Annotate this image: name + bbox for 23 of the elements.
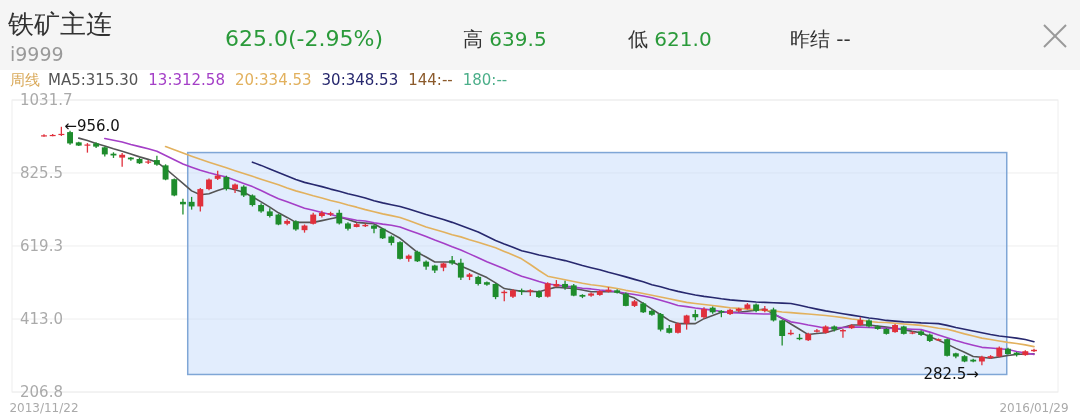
line-series xyxy=(251,161,1035,343)
x-tick-label: 2016/01/29 xyxy=(999,401,1069,415)
text: 低 621.0 xyxy=(628,27,712,51)
text: 30:348.53 xyxy=(321,71,399,89)
y-tick-label: 206.8 xyxy=(20,383,63,401)
y-tick-label: 619.3 xyxy=(20,236,63,255)
chart-subtitle: i9999 xyxy=(10,43,64,65)
y-tick-label: 1031.7 xyxy=(20,91,73,109)
annotation: ←956.0 xyxy=(64,116,120,135)
text: 昨结 -- xyxy=(790,27,851,51)
text: 高 639.5 xyxy=(463,27,547,51)
y-tick-label: 825.5 xyxy=(20,163,63,182)
text: 13:312.58 xyxy=(148,71,225,89)
chart-title: 铁矿主连 xyxy=(7,9,112,39)
annotation: 282.5→ xyxy=(923,365,979,384)
legend-title: 周线 xyxy=(10,71,40,89)
legend-label: 180:-- xyxy=(462,71,508,89)
y-tick-label: 413.0 xyxy=(20,310,63,329)
text: 20:334.53 xyxy=(234,71,312,89)
legend-label: 144:-- xyxy=(408,71,453,89)
x-tick-label: 2013/11/22 xyxy=(9,401,79,415)
text: MA5:315.30 xyxy=(48,71,139,89)
text: 625.0(-2.95%) xyxy=(225,26,383,51)
